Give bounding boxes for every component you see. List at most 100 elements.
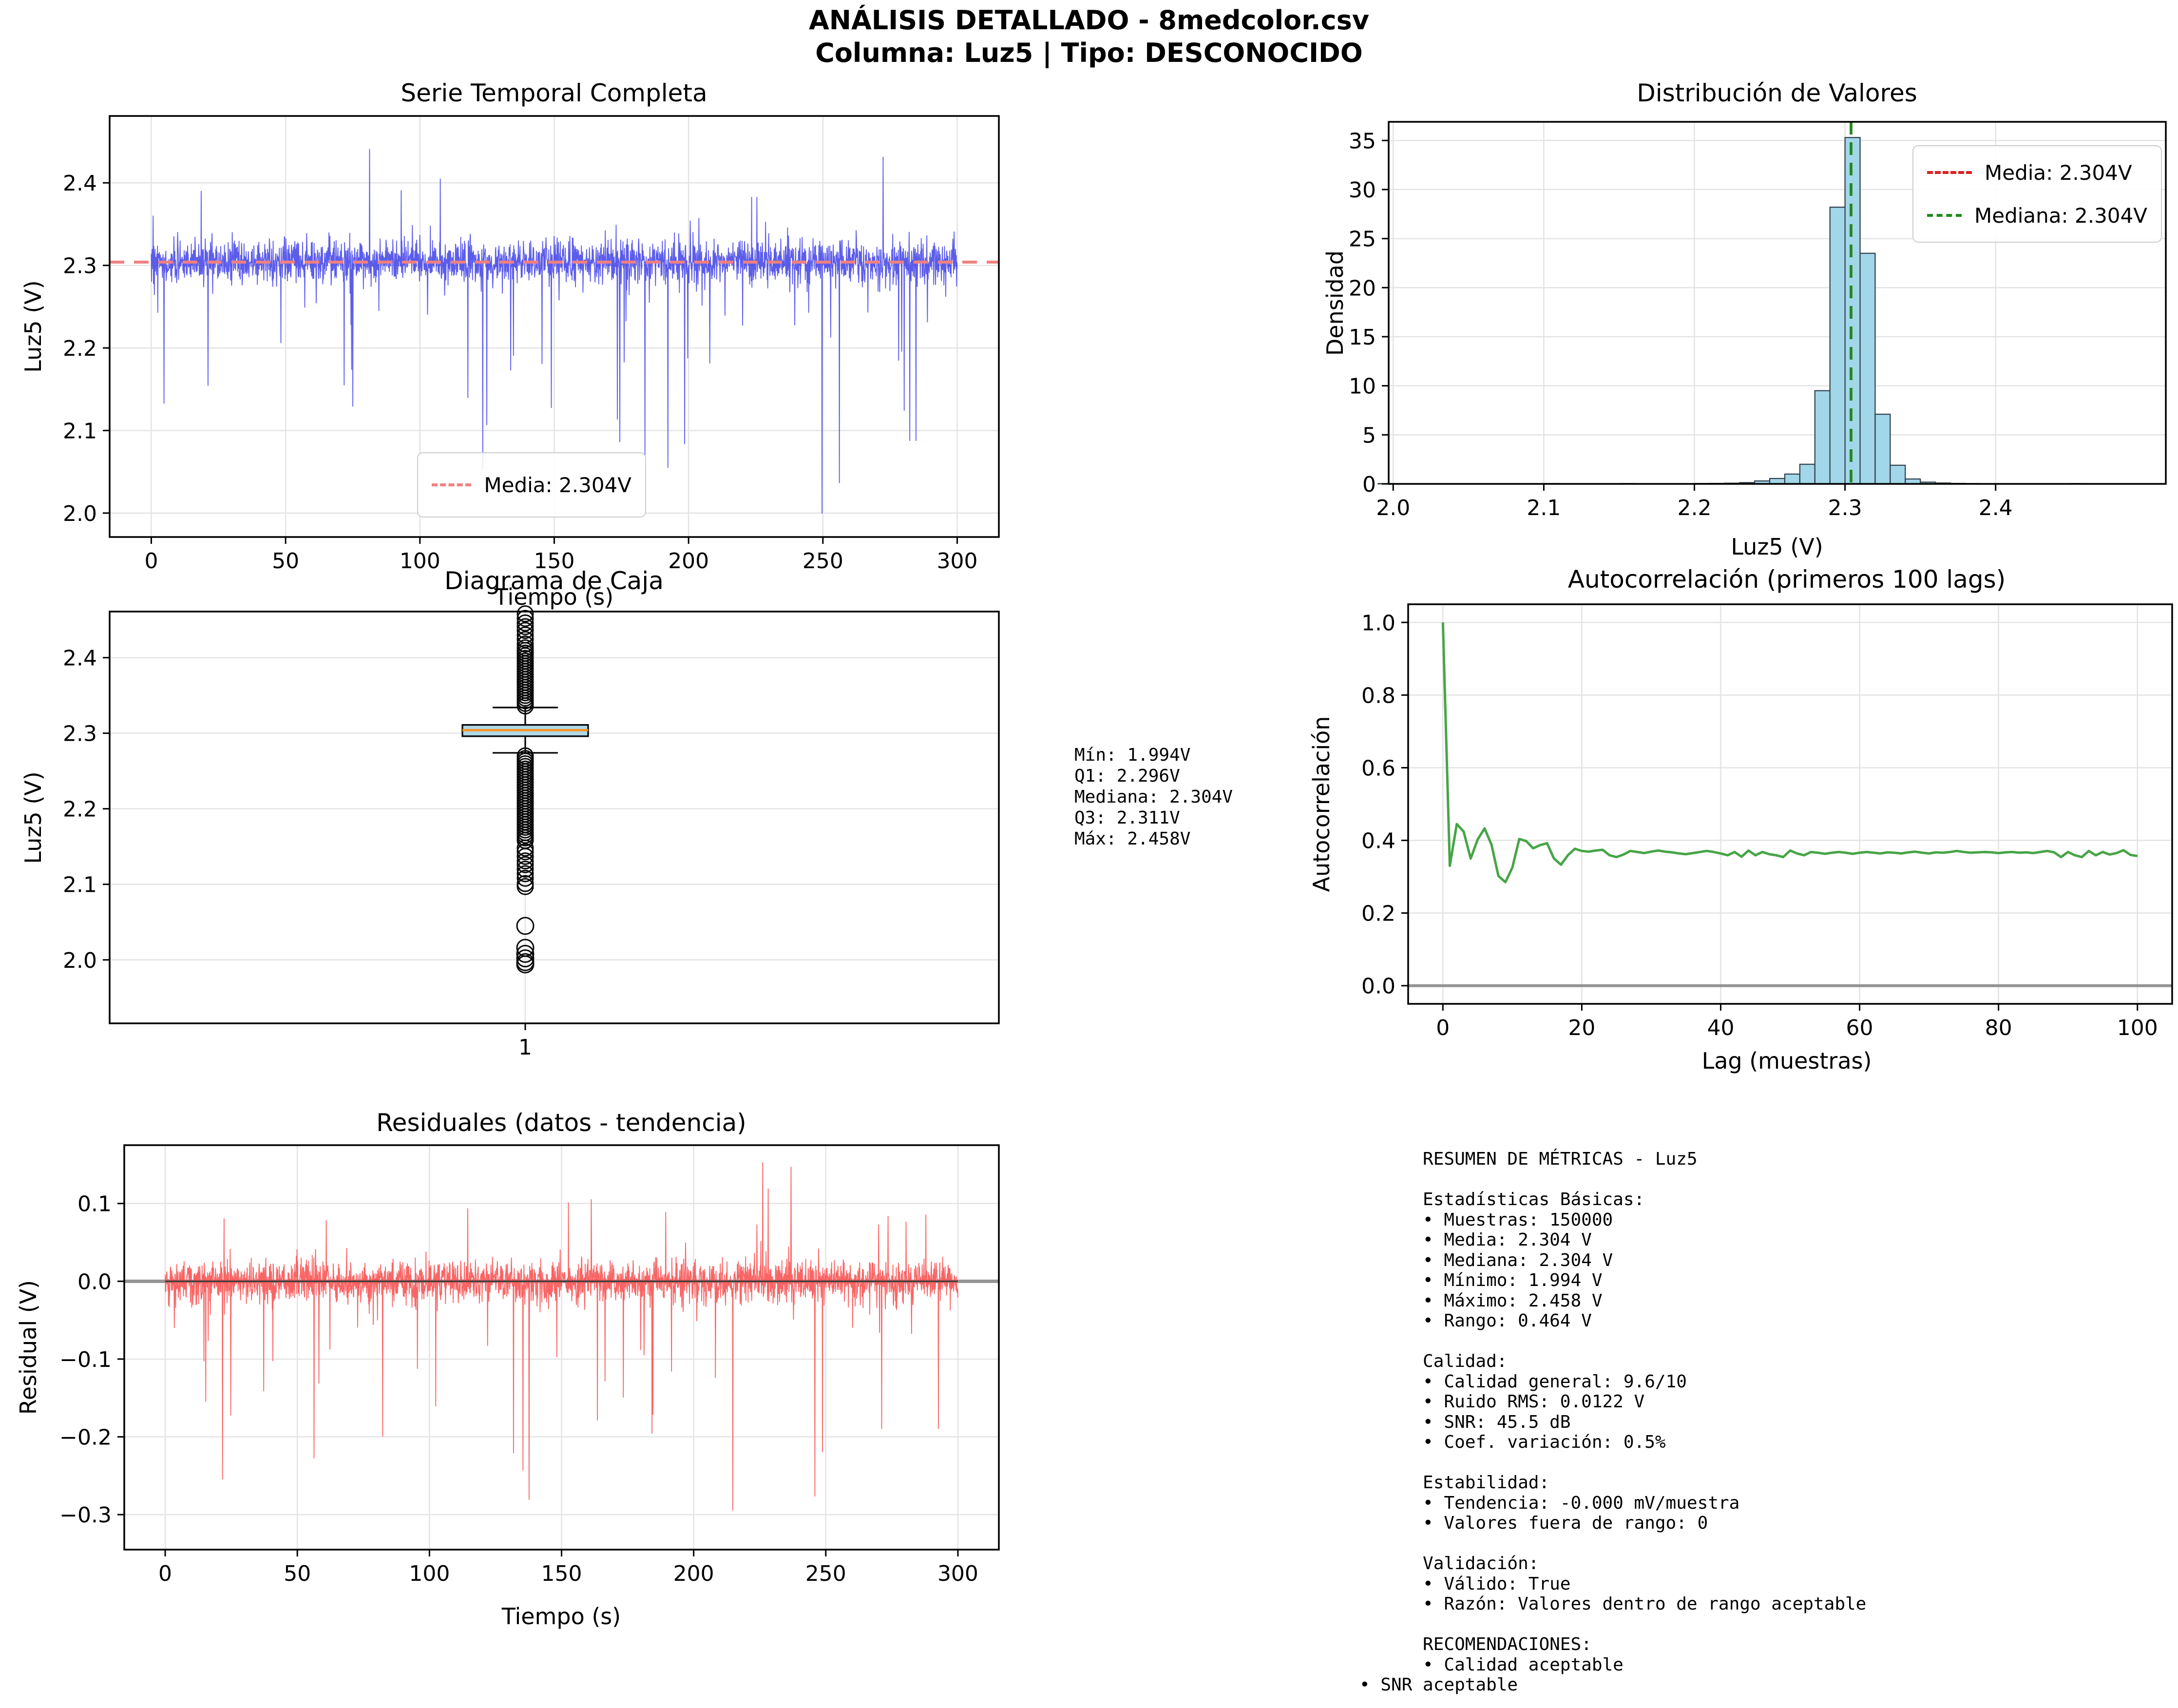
resid-ylabel: Residual (V): [15, 1280, 41, 1415]
svg-text:20: 20: [1349, 276, 1376, 301]
svg-text:2.2: 2.2: [1677, 496, 1711, 520]
summary-line: • Media: 2.304 V: [1359, 1230, 1592, 1250]
hist-legend-row-media: Media: 2.304V: [1927, 151, 2147, 194]
svg-text:2.1: 2.1: [63, 419, 97, 443]
svg-text:0.2: 0.2: [1361, 902, 1395, 926]
mean-dash-swatch: [432, 483, 472, 486]
svg-text:2.4: 2.4: [63, 171, 97, 196]
boxplot-stat-line: Mín: 1.994V: [1074, 745, 1191, 765]
boxplot-stat-line: Mediana: 2.304V: [1074, 787, 1233, 807]
summary-line: • Calidad general: 9.6/10: [1359, 1371, 1687, 1392]
summary-line: • Coef. variación: 0.5%: [1359, 1432, 1666, 1452]
svg-text:0.4: 0.4: [1361, 829, 1395, 854]
svg-text:2.0: 2.0: [1376, 496, 1410, 520]
svg-text:5: 5: [1362, 423, 1376, 448]
serie-xlabel: Tiempo (s): [494, 584, 614, 610]
boxplot-stats-text: Mín: 1.994V Q1: 2.296V Mediana: 2.304V Q3: …: [1074, 745, 1233, 849]
summary-line: • Máximo: 2.458 V: [1359, 1290, 1603, 1311]
boxplot-stat-line: Q3: 2.311V: [1074, 808, 1180, 828]
svg-text:−0.3: −0.3: [59, 1503, 112, 1528]
resid-xlabel: Tiempo (s): [501, 1603, 621, 1630]
box-ylabel: Luz5 (V): [20, 771, 46, 864]
svg-text:40: 40: [1707, 1016, 1734, 1040]
hist-ylabel: Densidad: [1322, 250, 1348, 356]
summary-line: [1359, 1534, 1866, 1554]
figure-suptitle: ANÁLISIS DETALLADO - 8medcolor.csv Colum…: [0, 4, 2178, 69]
metrics-summary-text: RESUMEN DE MÉTRICAS - Luz5 Estadísticas …: [1359, 1149, 1866, 1695]
svg-text:2.4: 2.4: [1979, 496, 2013, 520]
hist-legend: Media: 2.304V Mediana: 2.304V: [1912, 145, 2162, 243]
summary-line: • Rango: 0.464 V: [1359, 1311, 1592, 1331]
serie-title: Serie Temporal Completa: [401, 79, 707, 107]
svg-text:2.3: 2.3: [63, 254, 97, 279]
distribucion-histogram-plot: 2.0 2.1 2.2 2.3 2.4 0 5 10 15 20 25 30 35: [1349, 121, 2167, 520]
mean-legend-label: Media: 2.304V: [484, 473, 631, 497]
summary-line: [1359, 1331, 1866, 1352]
summary-line: • Mediana: 2.304 V: [1359, 1250, 1613, 1270]
summary-line: [1359, 1170, 1866, 1190]
boxplot-stat-line: Máx: 2.458V: [1074, 829, 1191, 849]
acf-ylabel: Autocorrelación: [1308, 716, 1335, 892]
summary-line: Validación:: [1359, 1554, 1539, 1574]
svg-text:−0.1: −0.1: [59, 1347, 112, 1372]
svg-text:35: 35: [1349, 129, 1376, 154]
svg-text:0.0: 0.0: [77, 1269, 112, 1294]
svg-text:250: 250: [805, 1561, 846, 1586]
svg-text:150: 150: [534, 549, 575, 574]
svg-text:80: 80: [1985, 1016, 2012, 1040]
mediana-legend-label: Mediana: 2.304V: [1974, 203, 2147, 228]
serie-temporal-plot: 0 50 100 150 200 250 300 2.0 2.1 2.2 2.3 2.4: [63, 115, 1000, 574]
hist-title: Distribución de Valores: [1637, 79, 1917, 107]
serie-legend-row: Media: 2.304V: [432, 463, 631, 506]
acf-xlabel: Lag (muestras): [1701, 1048, 1872, 1074]
hist-legend-row-mediana: Mediana: 2.304V: [1927, 194, 2147, 237]
svg-text:2.1: 2.1: [63, 873, 97, 898]
summary-line: • Tendencia: -0.000 mV/muestra: [1359, 1493, 1740, 1513]
svg-text:50: 50: [284, 1561, 311, 1586]
suptitle-line2: Columna: Luz5 | Tipo: DESCONOCIDO: [815, 38, 1363, 68]
summary-line: [1359, 1453, 1866, 1473]
svg-text:2.3: 2.3: [1828, 496, 1862, 520]
summary-line: Estabilidad:: [1359, 1473, 1550, 1493]
summary-line: • Ruido RMS: 0.0122 V: [1359, 1392, 1645, 1412]
svg-text:100: 100: [2117, 1016, 2158, 1040]
svg-text:−0.2: −0.2: [59, 1425, 112, 1450]
svg-text:0.8: 0.8: [1361, 683, 1395, 708]
svg-text:50: 50: [272, 549, 299, 574]
resid-title: Residuales (datos - tendencia): [376, 1109, 746, 1137]
summary-line: • Calidad aceptable: [1359, 1654, 1624, 1675]
svg-text:10: 10: [1349, 374, 1376, 399]
svg-text:20: 20: [1568, 1016, 1595, 1040]
svg-text:0: 0: [144, 549, 158, 574]
hist-xlabel: Luz5 (V): [1731, 534, 1823, 560]
summary-line: • Válido: True: [1359, 1574, 1571, 1594]
svg-text:2.1: 2.1: [1527, 496, 1561, 520]
boxplot-stat-line: Q1: 2.296V: [1074, 766, 1180, 786]
svg-text:1: 1: [518, 1035, 532, 1060]
summary-line: Estadísticas Básicas:: [1359, 1190, 1645, 1209]
serie-ylabel: Luz5 (V): [20, 280, 46, 373]
box-title: Diagrama de Caja: [444, 567, 664, 595]
svg-text:15: 15: [1349, 325, 1376, 350]
media-legend-label: Media: 2.304V: [1985, 160, 2132, 185]
svg-text:250: 250: [802, 549, 843, 574]
summary-line: Calidad:: [1359, 1351, 1508, 1371]
svg-text:1.0: 1.0: [1361, 611, 1395, 635]
svg-text:25: 25: [1349, 227, 1376, 252]
svg-text:0: 0: [1362, 472, 1376, 497]
svg-text:30: 30: [1349, 178, 1376, 203]
suptitle-line1: ANÁLISIS DETALLADO - 8medcolor.csv: [808, 5, 1370, 36]
svg-text:200: 200: [668, 549, 709, 574]
summary-line: • Valores fuera de rango: 0: [1359, 1513, 1708, 1533]
summary-line: • Muestras: 150000: [1359, 1209, 1613, 1230]
svg-text:0: 0: [158, 1561, 172, 1586]
svg-text:300: 300: [937, 1561, 978, 1586]
summary-line: RECOMENDACIONES:: [1359, 1634, 1592, 1654]
svg-text:2.2: 2.2: [63, 797, 97, 822]
summary-line: • Razón: Valores dentro de rango aceptab…: [1359, 1594, 1867, 1614]
svg-text:2.0: 2.0: [63, 948, 97, 973]
svg-text:2.3: 2.3: [63, 722, 97, 747]
mediana-dash-swatch: [1927, 214, 1962, 217]
